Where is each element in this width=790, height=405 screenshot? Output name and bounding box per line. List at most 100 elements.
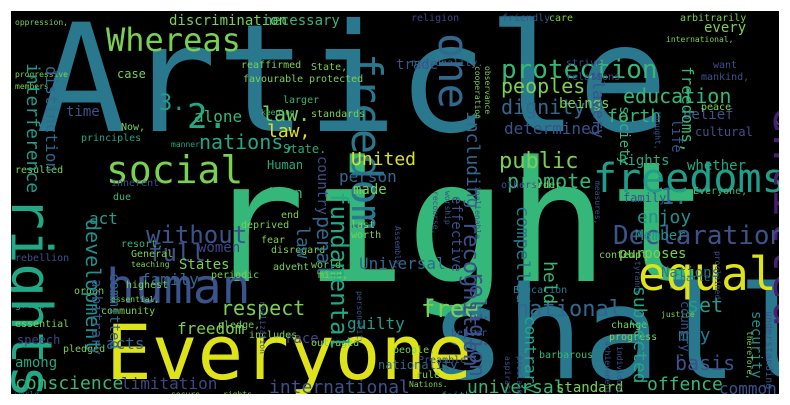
- word-essential2: essential,: [111, 295, 160, 304]
- word-arbitrarily: arbitrarily: [680, 13, 747, 24]
- word-trade: trade: [396, 57, 439, 73]
- word-two: 2.: [187, 97, 228, 137]
- word-general: General: [131, 249, 174, 260]
- word-compelled: compelled: [512, 206, 533, 304]
- word-nationality2: nationality.: [411, 58, 484, 69]
- word-protection: protection: [501, 55, 658, 85]
- word-manner: manner: [171, 140, 200, 149]
- word-now: Now,: [121, 122, 146, 133]
- word-respect: respect: [221, 296, 306, 320]
- word-national: national: [516, 297, 622, 322]
- word-barbarous: barbarous: [539, 350, 594, 361]
- word-distinction: distinction: [42, 66, 61, 172]
- word-standards: standards: [311, 109, 366, 120]
- word-understanding: understanding: [763, 311, 774, 390]
- word-outraged: outraged: [311, 338, 360, 349]
- word-pledged: pledged: [63, 344, 106, 355]
- word-oppression: oppression,: [15, 18, 68, 27]
- word-freedom2: freedom: [177, 319, 245, 338]
- word-slavery: slavery: [589, 71, 608, 139]
- word-personality: personality: [355, 291, 364, 344]
- word-shall: shall: [429, 260, 779, 395]
- word-purposes: purposes: [619, 246, 687, 262]
- word-resulted: resulted: [15, 165, 64, 176]
- word-cloud: Article right shall Everyone human socia…: [11, 11, 779, 394]
- word-women: women: [198, 240, 241, 256]
- word-standard: standard: [556, 380, 624, 394]
- word-basis: basis: [675, 351, 736, 375]
- word-human2: Human: [267, 158, 304, 172]
- word-country2: country,: [678, 301, 692, 359]
- word-group: group: [15, 300, 46, 311]
- word-measures: measures,: [593, 181, 602, 225]
- word-proclaims: proclaims: [515, 356, 524, 394]
- word-inherent: inherent: [111, 178, 160, 189]
- word-secure: secure: [171, 391, 200, 395]
- word-necessary: necessary: [264, 13, 340, 29]
- word-made: made: [353, 182, 387, 198]
- word-law2: law,: [267, 121, 311, 142]
- word-international2: international,: [666, 35, 734, 44]
- word-realization: realization: [258, 301, 267, 354]
- word-last: last: [351, 220, 376, 231]
- word-family: family: [141, 270, 199, 289]
- word-belief: belief: [683, 107, 734, 123]
- word-law3: law.: [292, 226, 313, 270]
- word-peace: peace: [701, 102, 732, 113]
- word-held: held: [539, 261, 560, 305]
- word-mind: mind,: [318, 270, 349, 281]
- word-reaffirmed: reaffirmed: [241, 60, 302, 71]
- word-progress: progress: [609, 332, 658, 343]
- word-rebellion: rebellion: [15, 253, 70, 264]
- word-want: want: [713, 60, 738, 71]
- word-society: society: [616, 106, 632, 166]
- word-therefore: therefore,: [745, 331, 754, 380]
- word-state: State.: [283, 142, 327, 156]
- word-time: time: [66, 104, 100, 120]
- word-disregard: disregard: [271, 245, 326, 256]
- word-beings: beings: [559, 96, 610, 112]
- word-includes: includes: [249, 330, 298, 341]
- word-limitation: limitation: [121, 374, 218, 393]
- word-teaching: teaching: [131, 260, 170, 269]
- word-worship: worship: [443, 191, 452, 225]
- word-deprived: deprived: [241, 220, 290, 231]
- word-social: social: [106, 148, 244, 192]
- word-protected: protected: [309, 74, 364, 85]
- word-determined: determined: [504, 119, 601, 138]
- word-full: full: [148, 239, 206, 267]
- word-principles: principles: [81, 133, 142, 144]
- word-family2: family,: [623, 191, 674, 205]
- word-person: person: [339, 167, 397, 186]
- word-offence: offence: [647, 374, 723, 394]
- word-free: free: [421, 295, 479, 323]
- word-acts: acts: [106, 334, 145, 353]
- word-contrary: contrary: [521, 316, 540, 394]
- word-justice: justice: [661, 310, 695, 319]
- word-one2: 1.: [661, 185, 688, 210]
- word-proclaimed: proclaimed: [713, 251, 722, 300]
- word-entitled: entitled: [763, 106, 779, 328]
- word-relations: relations: [566, 72, 621, 83]
- word-religion: religion: [464, 271, 489, 377]
- word-without: without: [146, 221, 248, 249]
- word-alone: alone: [194, 107, 243, 126]
- word-keeping: keeping: [261, 108, 295, 117]
- word-guilty: guilty: [347, 314, 405, 333]
- word-religion2: religion: [411, 13, 460, 24]
- word-faith: faith: [441, 392, 471, 395]
- word-strive: strive: [566, 58, 603, 69]
- word-favourable: favourable: [243, 74, 304, 85]
- word-dignity: dignity: [501, 95, 586, 119]
- word-resort: resort,: [121, 239, 164, 250]
- word-due: due: [113, 192, 132, 203]
- word-fear: fear: [261, 235, 286, 246]
- word-international: international: [269, 377, 410, 395]
- word-observance: observance: [483, 66, 492, 115]
- word-born: born: [269, 186, 303, 202]
- word-world2: world: [15, 391, 39, 395]
- word-among: among: [15, 355, 58, 371]
- word-charter: Charter: [674, 273, 717, 284]
- word-enjoy: enjoy: [637, 207, 692, 228]
- word-preamble: Preamble: [418, 355, 467, 366]
